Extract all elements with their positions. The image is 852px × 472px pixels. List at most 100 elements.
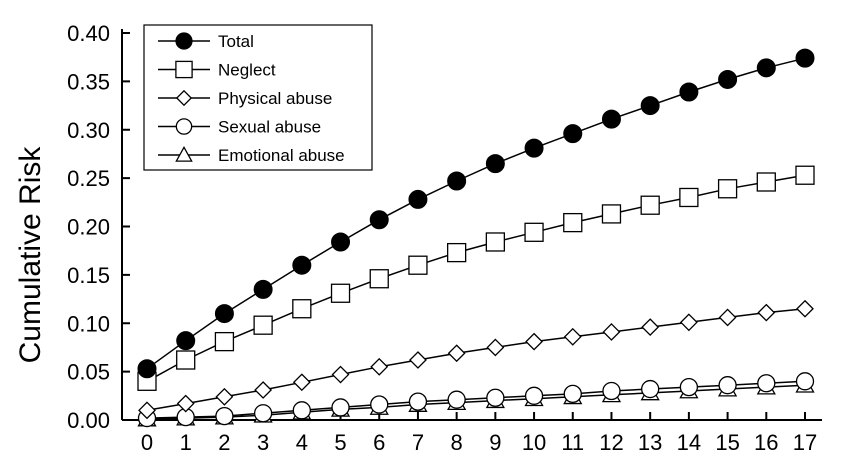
x-tick-label: 12 xyxy=(599,430,623,455)
legend-item-sexual-abuse: Sexual abuse xyxy=(158,118,321,137)
series-emotional-abuse xyxy=(137,375,815,427)
y-tick-label: 0.40 xyxy=(67,21,110,46)
data-point-total xyxy=(369,210,389,230)
data-point-neglect xyxy=(330,283,351,303)
data-point-sexual-abuse xyxy=(795,372,815,391)
legend-label: Neglect xyxy=(218,61,276,80)
data-point-physical-abuse xyxy=(254,381,273,399)
data-point-physical-abuse xyxy=(138,401,156,420)
data-point-physical-abuse xyxy=(409,351,427,369)
legend-label: Total xyxy=(218,32,254,51)
legend-marker-neglect xyxy=(175,60,193,79)
series-neglect xyxy=(137,165,815,391)
legend-label: Emotional abuse xyxy=(218,146,345,165)
y-tick-label: 0.20 xyxy=(67,215,110,240)
data-point-physical-abuse xyxy=(215,387,234,406)
legend-marker-physical-abuse xyxy=(175,89,193,107)
data-point-neglect xyxy=(292,299,312,319)
data-point-sexual-abuse xyxy=(331,398,350,417)
data-point-total xyxy=(524,138,544,158)
y-tick-label: 0.25 xyxy=(67,166,110,191)
x-tick-label: 15 xyxy=(715,430,739,455)
x-tick-label: 10 xyxy=(522,430,546,455)
x-tick-label: 14 xyxy=(677,430,701,455)
data-point-sexual-abuse xyxy=(757,374,776,393)
legend-marker-emotional-abuse xyxy=(175,146,193,162)
data-point-neglect xyxy=(679,187,699,208)
y-tick-label: 0.15 xyxy=(67,263,110,288)
data-point-total xyxy=(331,232,351,252)
y-tick-label: 0.35 xyxy=(67,69,110,94)
data-point-total xyxy=(795,48,815,68)
data-point-sexual-abuse xyxy=(486,388,505,407)
data-point-physical-abuse xyxy=(176,394,195,413)
axes: 0.000.050.100.150.200.250.300.350.400 1 2 3… xyxy=(67,21,822,455)
data-point-total xyxy=(447,171,467,191)
x-tick-label: 0 xyxy=(141,430,153,455)
data-point-physical-abuse xyxy=(370,357,389,376)
data-point-physical-abuse xyxy=(641,318,660,337)
series-physical-abuse xyxy=(138,299,814,420)
data-point-total xyxy=(718,69,738,89)
legend-item-emotional-abuse: Emotional abuse xyxy=(158,146,345,165)
x-tick-label: 6 xyxy=(373,430,385,455)
data-point-sexual-abuse xyxy=(563,384,582,404)
data-point-sexual-abuse xyxy=(253,404,273,423)
data-point-neglect xyxy=(369,269,389,289)
x-tick-label: 2 xyxy=(218,430,230,455)
legend-item-physical-abuse: Physical abuse xyxy=(158,89,332,108)
x-tick-label: 16 xyxy=(754,430,778,455)
data-point-sexual-abuse xyxy=(370,395,389,414)
x-tick-label: 7 xyxy=(412,430,424,455)
data-point-physical-abuse xyxy=(796,299,814,318)
data-point-total xyxy=(601,109,621,129)
data-point-sexual-abuse xyxy=(524,386,544,405)
legend-label: Physical abuse xyxy=(218,89,332,108)
x-tick-label: 5 xyxy=(334,430,346,455)
data-point-physical-abuse xyxy=(602,323,621,341)
data-point-total xyxy=(292,255,312,275)
x-tick-label: 1 xyxy=(180,430,192,455)
y-tick-label: 0.30 xyxy=(67,118,110,143)
x-tick-label: 17 xyxy=(793,430,817,455)
data-point-physical-abuse xyxy=(679,313,698,332)
data-point-total xyxy=(214,304,234,324)
data-point-physical-abuse xyxy=(718,308,737,327)
data-point-total xyxy=(679,82,699,102)
x-tick-label: 9 xyxy=(489,430,501,455)
y-tick-label: 0.00 xyxy=(67,408,110,433)
data-point-neglect xyxy=(408,255,428,275)
data-point-total xyxy=(485,154,505,174)
legend-label: Sexual abuse xyxy=(218,118,321,137)
data-point-neglect xyxy=(253,315,273,335)
y-axis-title: Cumulative Risk xyxy=(14,146,47,364)
data-point-total xyxy=(253,279,273,299)
y-tick-label: 0.10 xyxy=(67,311,110,336)
data-point-physical-abuse xyxy=(331,365,350,384)
legend-item-total: Total xyxy=(158,32,254,51)
data-point-total xyxy=(176,331,196,351)
data-point-physical-abuse xyxy=(486,338,505,357)
series-line-physical-abuse xyxy=(146,307,806,412)
series-line-sexual-abuse xyxy=(146,380,806,419)
data-point-physical-abuse xyxy=(447,344,466,363)
data-point-neglect xyxy=(601,204,622,224)
y-tick-label: 0.05 xyxy=(67,360,110,385)
data-point-neglect xyxy=(795,165,815,185)
series-total xyxy=(137,48,815,379)
data-point-total xyxy=(563,124,583,144)
data-point-neglect xyxy=(446,242,467,263)
legend: Total Neglect Physical abuse Sexual abuse Em… xyxy=(143,24,373,171)
legend-marker-total xyxy=(175,32,193,50)
data-point-neglect xyxy=(524,222,544,242)
data-point-physical-abuse xyxy=(292,373,311,392)
data-point-neglect xyxy=(717,179,738,199)
data-point-sexual-abuse xyxy=(408,392,428,411)
legend-item-neglect: Neglect xyxy=(158,61,276,80)
data-point-total xyxy=(640,96,660,116)
x-tick-label: 8 xyxy=(451,430,463,455)
data-point-physical-abuse xyxy=(563,327,582,346)
x-tick-label: 3 xyxy=(257,430,269,455)
data-point-physical-abuse xyxy=(525,332,543,351)
